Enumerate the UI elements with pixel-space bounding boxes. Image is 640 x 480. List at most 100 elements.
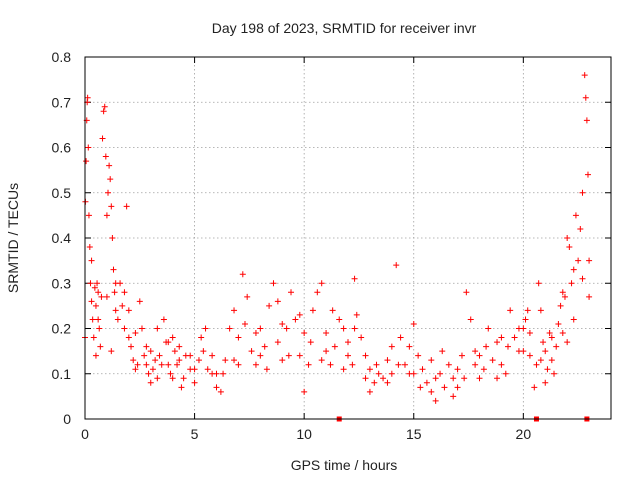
data-point: [566, 244, 573, 251]
data-point: [428, 388, 435, 395]
data-point: [362, 375, 369, 382]
chart-title: Day 198 of 2023, SRMTID for receiver inv…: [212, 20, 477, 36]
data-point: [494, 375, 501, 382]
data-point: [158, 361, 165, 368]
data-point: [537, 357, 544, 364]
data-point: [323, 348, 330, 355]
data-point: [86, 244, 93, 251]
data-point: [406, 343, 413, 350]
data-point: [417, 384, 424, 391]
data-point: [507, 307, 514, 314]
data-point: [586, 293, 593, 300]
data-point: [540, 339, 547, 346]
data-point: [472, 348, 479, 355]
data-point: [244, 293, 251, 300]
data-point: [114, 316, 121, 323]
data-point: [252, 361, 259, 368]
data-point: [331, 343, 338, 350]
data-point: [570, 316, 577, 323]
data-point: [209, 352, 216, 359]
y-tick-label: 0.8: [52, 49, 72, 65]
data-point: [85, 212, 92, 219]
data-point: [97, 343, 104, 350]
data-point: [109, 235, 116, 241]
data-point: [502, 370, 509, 377]
data-point: [555, 320, 562, 327]
data-point: [428, 357, 435, 364]
data-point: [112, 307, 119, 314]
data-point: [132, 330, 139, 337]
data-point: [252, 330, 259, 337]
data-point: [524, 307, 531, 314]
data-point: [274, 298, 281, 305]
data-point: [176, 357, 183, 364]
data-point: [480, 366, 487, 373]
data-point: [257, 352, 264, 359]
data-point: [432, 375, 439, 382]
data-point: [393, 262, 400, 269]
data-point: [410, 320, 417, 327]
data-point: [582, 94, 589, 101]
data-point: [202, 325, 209, 332]
data-point: [152, 357, 159, 364]
data-point: [160, 316, 167, 323]
data-point: [231, 357, 238, 364]
data-point: [397, 334, 404, 341]
data-point: [476, 352, 483, 359]
data-point: [279, 320, 286, 327]
data-point: [149, 366, 156, 373]
data-point: [217, 388, 224, 395]
data-point: [106, 162, 113, 169]
y-tick-label: 0.7: [52, 94, 72, 110]
data-point: [108, 348, 115, 355]
data-point: [154, 325, 161, 332]
data-point: [384, 379, 391, 386]
data-point: [85, 144, 92, 151]
data-point: [575, 257, 582, 264]
data-point: [351, 275, 358, 282]
data-point: [95, 316, 102, 323]
data-point: [579, 275, 586, 282]
data-point: [564, 339, 571, 346]
data-point: [511, 334, 518, 341]
data-point: [274, 339, 281, 346]
data-point: [102, 153, 109, 160]
data-point: [84, 94, 91, 101]
data-point: [526, 330, 533, 337]
data-point: [544, 366, 551, 373]
data-point: [415, 352, 422, 359]
data-point: [130, 357, 137, 364]
data-point: [570, 266, 577, 273]
data-point: [309, 307, 316, 314]
data-point: [388, 343, 395, 350]
data-point: [107, 176, 114, 183]
data-point: [125, 334, 132, 341]
data-point: [380, 375, 387, 382]
data-point: [559, 330, 566, 337]
data-point: [111, 289, 118, 296]
data-point: [95, 289, 102, 296]
x-tick-label: 10: [296, 426, 312, 442]
data-point: [467, 316, 474, 323]
data-point: [485, 325, 492, 332]
data-point: [285, 352, 292, 359]
data-point: [410, 370, 417, 377]
data-point: [542, 348, 549, 355]
data-point: [305, 361, 312, 368]
data-point: [101, 103, 108, 110]
data-point: [307, 339, 314, 346]
grid-layer: [85, 57, 611, 419]
data-point: [91, 284, 98, 291]
data-point: [121, 325, 128, 332]
data-point: [579, 189, 586, 196]
data-point: [345, 352, 351, 359]
data-point: [147, 379, 154, 386]
data-point: [454, 384, 461, 391]
data-point: [213, 370, 220, 377]
data-point: [145, 370, 152, 377]
data-point: [581, 72, 588, 79]
data-point: [94, 280, 101, 287]
data-point: [329, 307, 336, 314]
data-point: [296, 311, 303, 318]
